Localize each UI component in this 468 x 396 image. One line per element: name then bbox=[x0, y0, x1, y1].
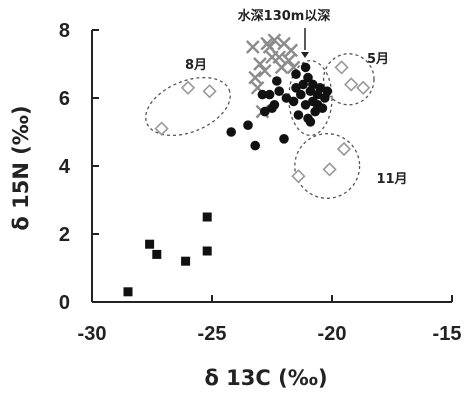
circle-point bbox=[264, 89, 275, 100]
x-point bbox=[274, 60, 289, 75]
circle-point bbox=[300, 62, 311, 73]
circle-point bbox=[226, 127, 236, 137]
square-point bbox=[202, 212, 212, 222]
annotation-august: 8月 bbox=[185, 58, 207, 73]
annotation-november: 11月 bbox=[376, 172, 407, 187]
x-point bbox=[253, 57, 267, 71]
y-tick-label: 2 bbox=[59, 224, 70, 246]
annotation-pointer-head bbox=[301, 52, 309, 58]
x-ticks bbox=[91, 295, 453, 302]
y-ticks bbox=[92, 29, 99, 303]
circle-point bbox=[279, 134, 289, 144]
circle-point bbox=[317, 103, 328, 113]
diamond-point bbox=[336, 141, 352, 157]
diamond-point bbox=[202, 84, 217, 99]
x-tick-label: -15 bbox=[433, 323, 462, 345]
y-axis-title: δ 15N (‰) bbox=[9, 105, 33, 230]
x-point bbox=[284, 43, 299, 58]
annotation-may: 5月 bbox=[367, 52, 389, 67]
circle-point bbox=[293, 110, 304, 120]
diamond-point bbox=[356, 80, 371, 95]
x-tick-label: -30 bbox=[78, 323, 107, 345]
square-point bbox=[152, 249, 162, 259]
x-tick-label: -20 bbox=[318, 323, 347, 345]
square-point bbox=[202, 246, 212, 256]
x-tick-label: -25 bbox=[198, 323, 227, 345]
y-tick-label: 0 bbox=[59, 292, 70, 314]
circle-point bbox=[296, 89, 306, 100]
x-point bbox=[245, 40, 260, 54]
circle-point bbox=[281, 93, 292, 103]
y-tick-label: 8 bbox=[59, 20, 70, 42]
circle-point bbox=[274, 86, 285, 96]
x-point bbox=[257, 63, 272, 78]
circle-point bbox=[250, 140, 260, 151]
circle-point bbox=[308, 79, 318, 90]
data-points bbox=[123, 33, 371, 297]
x-point bbox=[248, 70, 263, 85]
circle-point bbox=[303, 72, 313, 83]
group-ellipse bbox=[145, 76, 231, 137]
group-ellipse bbox=[294, 133, 361, 199]
circle-point bbox=[298, 79, 309, 90]
annotation-deep-water: 水深130m以深 bbox=[238, 8, 331, 24]
circle-point bbox=[322, 86, 333, 96]
diamond-point bbox=[154, 121, 169, 136]
circle-point bbox=[291, 69, 301, 79]
circle-point bbox=[243, 120, 253, 130]
x-point bbox=[267, 33, 282, 48]
circle-point bbox=[291, 83, 301, 93]
diamond-point bbox=[180, 80, 196, 95]
circle-point bbox=[269, 100, 280, 110]
diamond-point bbox=[322, 162, 337, 177]
group-ellipse bbox=[322, 53, 375, 106]
diamond-point bbox=[344, 77, 359, 92]
x-axis-title: δ 13C (‰) bbox=[204, 366, 327, 390]
y-tick-label: 6 bbox=[59, 88, 70, 110]
circle-point bbox=[260, 106, 270, 117]
circle-point bbox=[272, 76, 282, 86]
circle-point bbox=[315, 83, 325, 93]
square-point bbox=[181, 256, 191, 266]
circle-point bbox=[305, 117, 316, 127]
x-point bbox=[260, 36, 275, 51]
circle-point bbox=[288, 96, 299, 107]
group-ellipse bbox=[288, 59, 333, 137]
square-point bbox=[123, 287, 133, 297]
square-point bbox=[145, 239, 155, 249]
circle-point bbox=[300, 100, 311, 110]
circle-point bbox=[257, 89, 268, 100]
y-tick-label: 4 bbox=[59, 156, 71, 178]
diamond-point bbox=[291, 169, 306, 184]
group-outlines bbox=[145, 53, 375, 199]
diamond-point bbox=[334, 60, 349, 75]
